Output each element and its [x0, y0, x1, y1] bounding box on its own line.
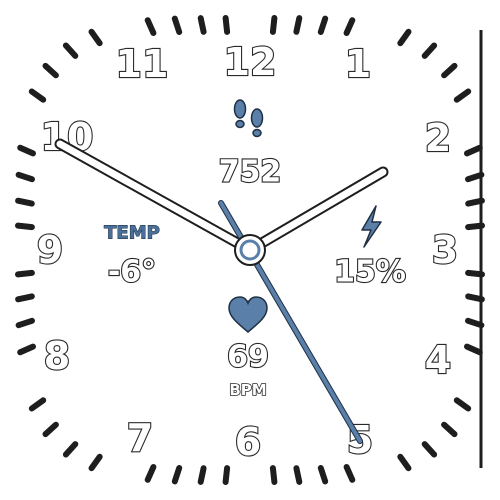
- minute-tick: [465, 269, 485, 278]
- minute-tick: [88, 453, 103, 472]
- minute-tick: [293, 15, 303, 35]
- minute-tick: [421, 42, 438, 59]
- minute-tick: [15, 222, 35, 231]
- minute-tick: [293, 465, 303, 485]
- minute-tick: [171, 15, 183, 35]
- minute-tick: [317, 465, 329, 485]
- heart-icon: [228, 296, 268, 333]
- minute-tick: [465, 317, 485, 329]
- heart-rate-value: 69: [227, 340, 269, 375]
- hour-number-4: 4: [425, 338, 451, 382]
- minute-tick: [317, 15, 329, 35]
- temperature-complication[interactable]: TEMP -6°: [104, 222, 161, 291]
- minute-tick: [441, 421, 458, 438]
- minute-tick: [397, 28, 412, 47]
- hour-number-6: 6: [235, 420, 261, 464]
- hour-number-8: 8: [44, 334, 70, 378]
- minute-tick: [465, 222, 485, 231]
- minute-tick: [197, 465, 207, 485]
- minute-tick: [62, 441, 79, 458]
- minute-tick: [62, 42, 79, 59]
- heart-rate-unit: BPM: [229, 381, 266, 399]
- minute-tick: [453, 397, 472, 412]
- battery-value: 15%: [334, 255, 406, 290]
- minute-tick: [28, 397, 47, 412]
- minute-tick: [28, 88, 47, 103]
- minute-tick: [17, 343, 36, 356]
- hour-number-7: 7: [127, 416, 153, 460]
- minute-tick: [343, 17, 356, 36]
- minute-tick: [343, 464, 356, 483]
- minute-tick: [144, 17, 157, 36]
- clock-hands: [54, 138, 389, 444]
- minute-tick: [15, 197, 35, 207]
- heart-rate-complication[interactable]: 69 BPM: [226, 296, 270, 400]
- temperature-label: TEMP: [104, 223, 160, 244]
- lightning-bolt-icon: [361, 205, 382, 248]
- minute-hand: [54, 138, 256, 256]
- minute-tick: [453, 88, 472, 103]
- minute-tick: [171, 465, 183, 485]
- hour-number-12: 12: [224, 40, 277, 84]
- minute-tick: [15, 293, 35, 303]
- center-hub-ring: [239, 239, 261, 261]
- minute-tick: [15, 317, 35, 329]
- battery-complication[interactable]: 15%: [333, 205, 407, 291]
- minute-tick: [15, 269, 35, 278]
- minute-tick: [465, 197, 485, 207]
- minute-tick: [222, 465, 231, 485]
- minute-tick: [464, 144, 483, 157]
- minute-tick: [88, 28, 103, 47]
- minute-ticks: [15, 15, 485, 485]
- minute-tick: [269, 15, 278, 35]
- minute-tick: [17, 144, 36, 157]
- hour-hand: [244, 166, 389, 256]
- hour-number-1: 1: [345, 42, 371, 86]
- hour-number-2: 2: [425, 116, 451, 160]
- minute-tick: [42, 421, 59, 438]
- hour-number-11: 11: [116, 42, 169, 86]
- minute-tick: [397, 453, 412, 472]
- hour-number-9: 9: [37, 228, 63, 272]
- minute-tick: [421, 441, 438, 458]
- minute-tick: [222, 15, 231, 35]
- minute-tick: [441, 62, 458, 79]
- minute-tick: [42, 62, 59, 79]
- minute-tick: [15, 171, 35, 183]
- temperature-value: -6°: [108, 255, 156, 290]
- footprints-icon: [233, 99, 264, 138]
- hour-number-3: 3: [432, 228, 458, 272]
- minute-tick: [144, 464, 157, 483]
- minute-tick: [465, 171, 485, 183]
- minute-tick: [465, 293, 485, 303]
- steps-value: 752: [219, 155, 282, 190]
- minute-tick: [464, 343, 483, 356]
- steps-complication[interactable]: 752: [218, 99, 282, 191]
- minute-tick: [269, 465, 278, 485]
- minute-tick: [197, 15, 207, 35]
